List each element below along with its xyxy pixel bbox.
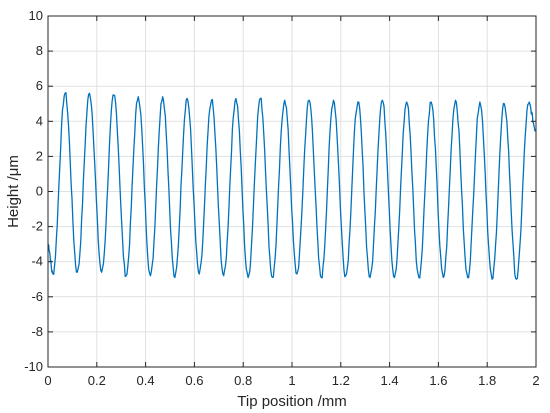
x-axis-label: Tip position /mm (237, 393, 346, 410)
y-tick-labels: -10 -8 -6 -4 -2 0 2 4 6 8 10 (24, 8, 43, 374)
x-tick-label: 1.6 (429, 373, 447, 388)
y-tick-label: -10 (24, 359, 43, 374)
y-tick-label: 8 (36, 43, 43, 58)
x-tick-label: 1.8 (478, 373, 496, 388)
series-line-height (47, 92, 537, 280)
x-tick-label: 1.2 (332, 373, 350, 388)
x-tick-label: 1 (288, 373, 295, 388)
x-tick-label: 0.4 (137, 373, 155, 388)
series-layer (47, 92, 537, 280)
y-axis-label: Height /μm (5, 155, 22, 228)
x-tick-label: 0.2 (88, 373, 106, 388)
y-tick-label: -8 (31, 324, 43, 339)
y-tick-label: 10 (29, 8, 43, 23)
x-tick-labels: 0 0.2 0.4 0.6 0.8 1 1.2 1.4 1.6 1.8 2 (44, 373, 539, 388)
x-tick-label: 2 (532, 373, 539, 388)
y-tick-label: -6 (31, 289, 43, 304)
y-tick-label: -2 (31, 219, 43, 234)
tick-marks (47, 15, 537, 368)
y-tick-label: 6 (36, 78, 43, 93)
grid (47, 15, 537, 368)
x-tick-label: 0 (44, 373, 51, 388)
x-tick-label: 0.6 (185, 373, 203, 388)
y-tick-label: -4 (31, 254, 43, 269)
y-tick-label: 2 (36, 148, 43, 163)
x-tick-label: 1.4 (381, 373, 399, 388)
y-tick-label: 4 (36, 113, 43, 128)
x-tick-label: 0.8 (234, 373, 252, 388)
y-tick-label: 0 (36, 184, 43, 199)
